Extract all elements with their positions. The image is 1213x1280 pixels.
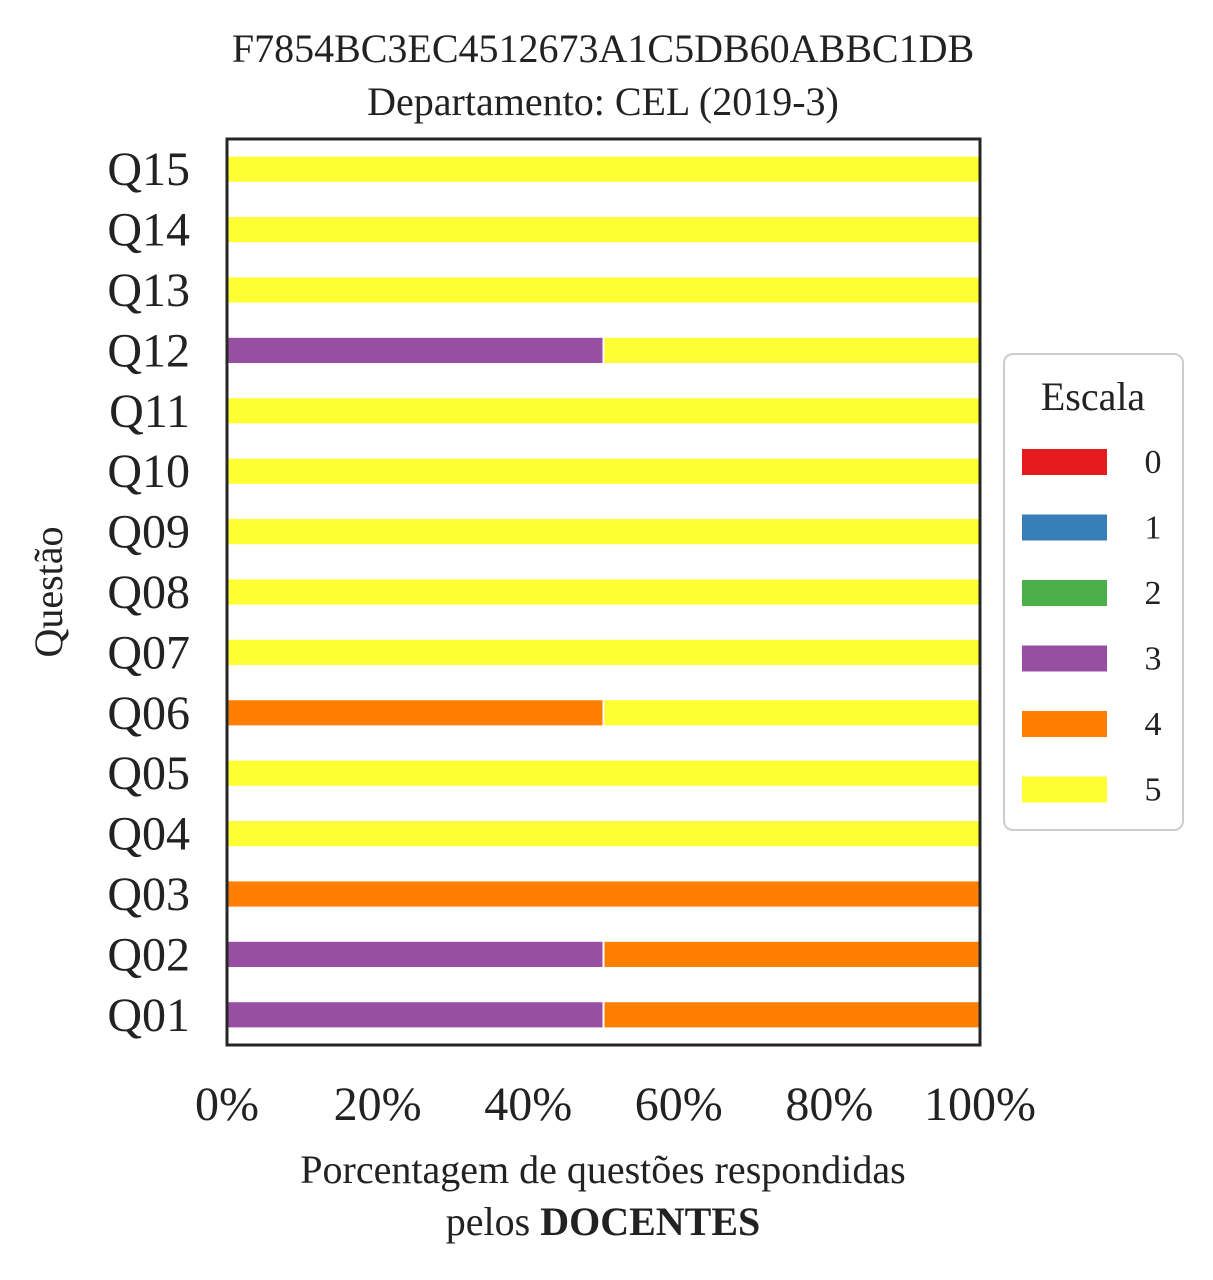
bar-q07-scale-5 bbox=[226, 637, 981, 667]
x-tick-20: 20% bbox=[334, 1078, 422, 1131]
chart-title: F7854BC3EC4512673A1C5DB60ABBC1DB bbox=[232, 26, 974, 71]
legend-swatch-3 bbox=[1022, 645, 1107, 672]
y-axis-label: Questão bbox=[26, 526, 71, 657]
plot-frame bbox=[225, 137, 982, 1047]
bar-q08-scale-5 bbox=[226, 577, 981, 607]
legend-label-5: 5 bbox=[1145, 772, 1162, 809]
legend-swatch-4 bbox=[1022, 711, 1107, 737]
y-tick-q15: Q15 bbox=[107, 143, 190, 196]
bar-q15-scale-5 bbox=[226, 154, 981, 184]
x-axis-label: Porcentagem de questões respondidas bbox=[300, 1147, 905, 1192]
legend-label-4: 4 bbox=[1145, 706, 1162, 743]
bars-group bbox=[226, 154, 981, 1030]
bar-q12-scale-5 bbox=[602, 335, 981, 365]
y-tick-q03: Q03 bbox=[107, 868, 190, 921]
legend-label-1: 1 bbox=[1145, 510, 1162, 547]
legend-swatch-1 bbox=[1022, 514, 1107, 541]
legend-swatch-5 bbox=[1022, 776, 1107, 803]
y-tick-q04: Q04 bbox=[107, 808, 190, 861]
bar-q01-scale-4 bbox=[602, 1000, 981, 1030]
legend-label-0: 0 bbox=[1145, 444, 1162, 481]
bar-q14-scale-5 bbox=[226, 215, 981, 245]
bar-q04-scale-5 bbox=[226, 819, 981, 849]
bar-q03-scale-4 bbox=[226, 879, 981, 909]
y-tick-q02: Q02 bbox=[107, 928, 190, 981]
legend-swatch-0 bbox=[1022, 449, 1107, 475]
x-tick-80: 80% bbox=[785, 1078, 873, 1131]
bar-q09-scale-5 bbox=[226, 517, 981, 547]
y-tick-q09: Q09 bbox=[107, 506, 190, 559]
y-tick-q10: Q10 bbox=[107, 445, 190, 498]
legend-items: 0 1 2 3 4 5 bbox=[1022, 444, 1162, 809]
x-tick-100: 100% bbox=[924, 1078, 1036, 1131]
x-tick-60: 60% bbox=[635, 1078, 723, 1131]
bar-q02-scale-4 bbox=[602, 939, 981, 969]
legend-swatch-2 bbox=[1022, 580, 1107, 606]
y-tick-q07: Q07 bbox=[107, 626, 190, 679]
legend-label-2: 2 bbox=[1145, 575, 1162, 612]
y-tick-q11: Q11 bbox=[109, 385, 190, 438]
y-tick-labels: Q01 Q02 Q03 Q04 Q05 Q06 Q07 Q08 Q09 Q10 Q11 Q12 Q13 Q… bbox=[107, 143, 190, 1042]
y-tick-q12: Q12 bbox=[107, 324, 190, 377]
x-axis-label-bold: DOCENTES bbox=[540, 1199, 760, 1244]
x-tick-40: 40% bbox=[484, 1078, 572, 1131]
chart-subtitle: Departamento: CEL (2019-3) bbox=[367, 79, 839, 124]
x-tick-0: 0% bbox=[195, 1078, 259, 1131]
y-tick-q01: Q01 bbox=[107, 989, 190, 1042]
legend-label-3: 3 bbox=[1145, 641, 1162, 678]
x-axis-label-line2: pelos DOCENTES bbox=[446, 1199, 761, 1244]
y-tick-q05: Q05 bbox=[107, 747, 190, 800]
y-tick-q13: Q13 bbox=[107, 264, 190, 317]
y-tick-q08: Q08 bbox=[107, 566, 190, 619]
bar-q05-scale-5 bbox=[226, 758, 981, 788]
legend-title: Escala bbox=[1041, 374, 1146, 419]
bar-q11-scale-5 bbox=[226, 396, 981, 426]
bar-q02-scale-3 bbox=[226, 939, 605, 969]
legend: Escala 0 1 2 3 4 5 bbox=[1003, 353, 1184, 831]
x-axis-label-prefix: pelos bbox=[446, 1199, 540, 1244]
y-tick-q14: Q14 bbox=[107, 204, 190, 257]
bar-q12-scale-3 bbox=[226, 335, 605, 365]
y-tick-q06: Q06 bbox=[107, 687, 190, 740]
bar-q13-scale-5 bbox=[226, 275, 981, 305]
bar-q01-scale-3 bbox=[226, 1000, 605, 1030]
bar-q10-scale-5 bbox=[226, 456, 981, 486]
bar-q06-scale-4 bbox=[226, 698, 605, 728]
x-tick-labels: 0% 20% 40% 60% 80% 100% bbox=[195, 1078, 1036, 1131]
bar-q06-scale-5 bbox=[602, 698, 981, 728]
